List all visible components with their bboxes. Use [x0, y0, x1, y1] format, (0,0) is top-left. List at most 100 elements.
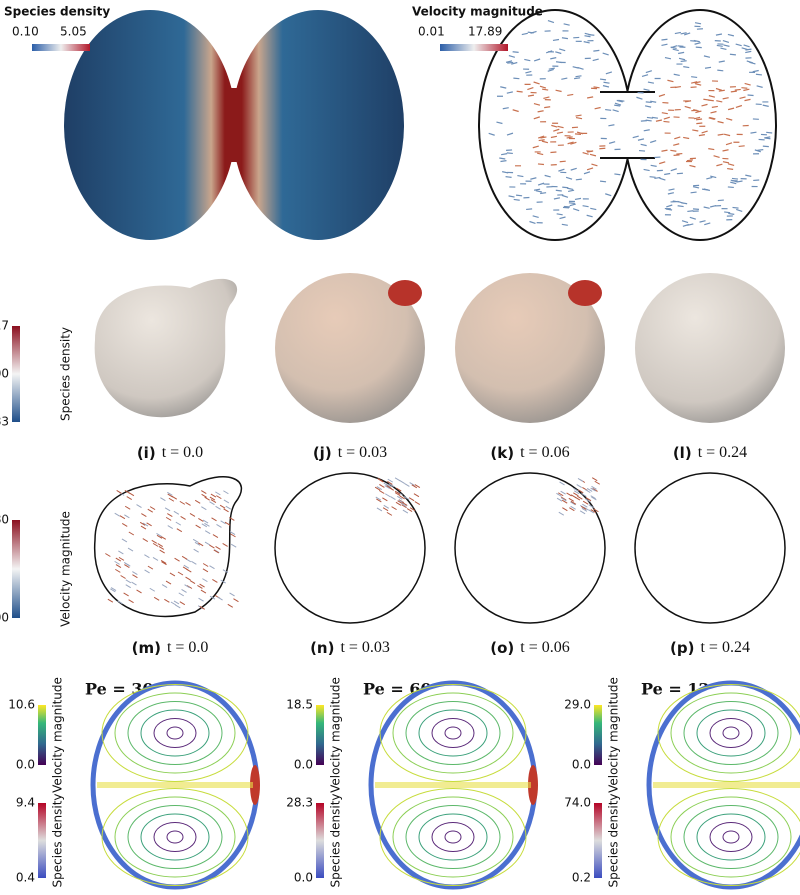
- velocity-arrow: [711, 105, 718, 108]
- velocity-arrow: [375, 496, 382, 501]
- streamline: [709, 822, 753, 852]
- velocity-arrow: [164, 507, 171, 512]
- velocity-arrow: [725, 142, 733, 146]
- velocity-arrow: [661, 149, 668, 152]
- velocity-arrow: [177, 571, 184, 576]
- velocity-arrow: [149, 506, 156, 511]
- velocity-arrow: [683, 136, 690, 140]
- velocity-arrow: [570, 500, 577, 505]
- colorbar-tick: 0.00: [0, 611, 9, 625]
- velocity-arrow: [506, 152, 513, 155]
- velocity-arrow: [219, 504, 226, 509]
- velocity-arrow: [136, 504, 142, 508]
- colorbar: [594, 705, 602, 765]
- caption: (k) t = 0.06: [490, 444, 569, 462]
- colorbar-title: Species density: [607, 794, 621, 888]
- velocity-arrow: [561, 499, 568, 504]
- velocity-arrow: [500, 86, 507, 89]
- velocity-arrow: [605, 108, 612, 111]
- velocity-arrow: [383, 504, 390, 509]
- velocity-arrow: [743, 88, 750, 92]
- velocity-arrow: [225, 505, 232, 510]
- velocity-arrow: [723, 44, 730, 47]
- colorbar-tick: 29.0: [564, 698, 591, 712]
- colorbar-title: Velocity magnitude: [329, 677, 343, 793]
- velocity-arrow: [210, 499, 217, 503]
- velocity-arrow: [121, 522, 128, 527]
- velocity-arrow: [115, 568, 121, 573]
- caption-text: t = 0.0: [162, 444, 203, 461]
- streamline: [431, 822, 475, 852]
- velocity-arrow: [558, 168, 565, 172]
- velocity-arrow: [732, 206, 739, 209]
- velocity-arrow: [575, 178, 582, 181]
- streamline: [657, 788, 800, 886]
- colorbar-title: Species density: [51, 794, 65, 888]
- velocity-arrow: [651, 116, 659, 119]
- velocity-arrow: [124, 562, 131, 567]
- velocity-arrow: [505, 176, 512, 178]
- streamline: [114, 796, 236, 878]
- velocity-arrow: [202, 578, 208, 583]
- velocity-arrow: [533, 116, 540, 120]
- velocity-arrow: [161, 561, 167, 566]
- velocity-arrow: [170, 601, 177, 606]
- velocity-arrow: [708, 148, 715, 151]
- velocity-arrow: [178, 592, 185, 597]
- colorbar-tick: 0.0: [16, 758, 35, 772]
- velocity-arrow: [501, 153, 508, 156]
- velocity-arrow: [216, 524, 222, 528]
- streamline: [418, 813, 488, 861]
- velocity-arrow: [687, 210, 694, 213]
- caption: (i) t = 0.0: [137, 444, 203, 462]
- velocity-arrow: [507, 61, 514, 64]
- velocity-arrow: [727, 163, 735, 167]
- velocity-arrow: [735, 104, 743, 108]
- velocity-arrow: [194, 499, 201, 504]
- velocity-arrow: [643, 88, 650, 92]
- density-cap: [568, 280, 602, 306]
- velocity-arrow: [574, 197, 582, 201]
- velocity-arrow: [179, 601, 186, 606]
- velocity-arrow: [125, 579, 132, 584]
- velocity-arrow: [556, 213, 563, 216]
- velocity-arrow: [599, 180, 607, 183]
- velocity-arrow: [191, 560, 197, 565]
- shape-blob: [455, 273, 605, 423]
- velocity-arrow: [229, 516, 235, 521]
- velocity-arrow: [189, 512, 196, 517]
- velocity-arrow: [566, 187, 574, 191]
- velocity-arrow: [167, 525, 173, 529]
- velocity-arrow: [686, 159, 693, 162]
- velocity-arrow: [395, 487, 402, 492]
- velocity-arrow: [376, 498, 382, 503]
- velocity-arrow: [230, 543, 237, 548]
- velocity-arrow: [223, 499, 230, 504]
- velocity-arrow: [386, 485, 392, 489]
- colorbar-tick: 9.4: [16, 796, 35, 810]
- velocity-arrow: [158, 546, 165, 550]
- velocity-arrow: [390, 496, 396, 500]
- velocity-arrow: [756, 85, 763, 88]
- velocity-arrow: [524, 58, 531, 62]
- velocity-arrow: [144, 569, 150, 574]
- caption-label: (i): [137, 444, 156, 462]
- velocity-arrow: [199, 605, 205, 610]
- velocity-arrow: [204, 541, 211, 546]
- velocity-arrow: [175, 604, 181, 609]
- velocity-arrow: [399, 495, 405, 500]
- velocity-arrow: [202, 563, 209, 567]
- streamline: [657, 684, 800, 782]
- velocity-arrow: [544, 174, 551, 178]
- velocity-arrow: [573, 487, 579, 492]
- velocity-arrow: [602, 85, 610, 88]
- velocity-arrow: [505, 60, 513, 63]
- velocity-arrow: [216, 495, 222, 500]
- velocity-arrow: [550, 57, 557, 60]
- velocity-arrow: [570, 505, 576, 510]
- streamline: [392, 796, 514, 878]
- velocity-arrow: [586, 488, 593, 492]
- velocity-arrow: [401, 502, 407, 507]
- velocity-arrow: [692, 186, 700, 189]
